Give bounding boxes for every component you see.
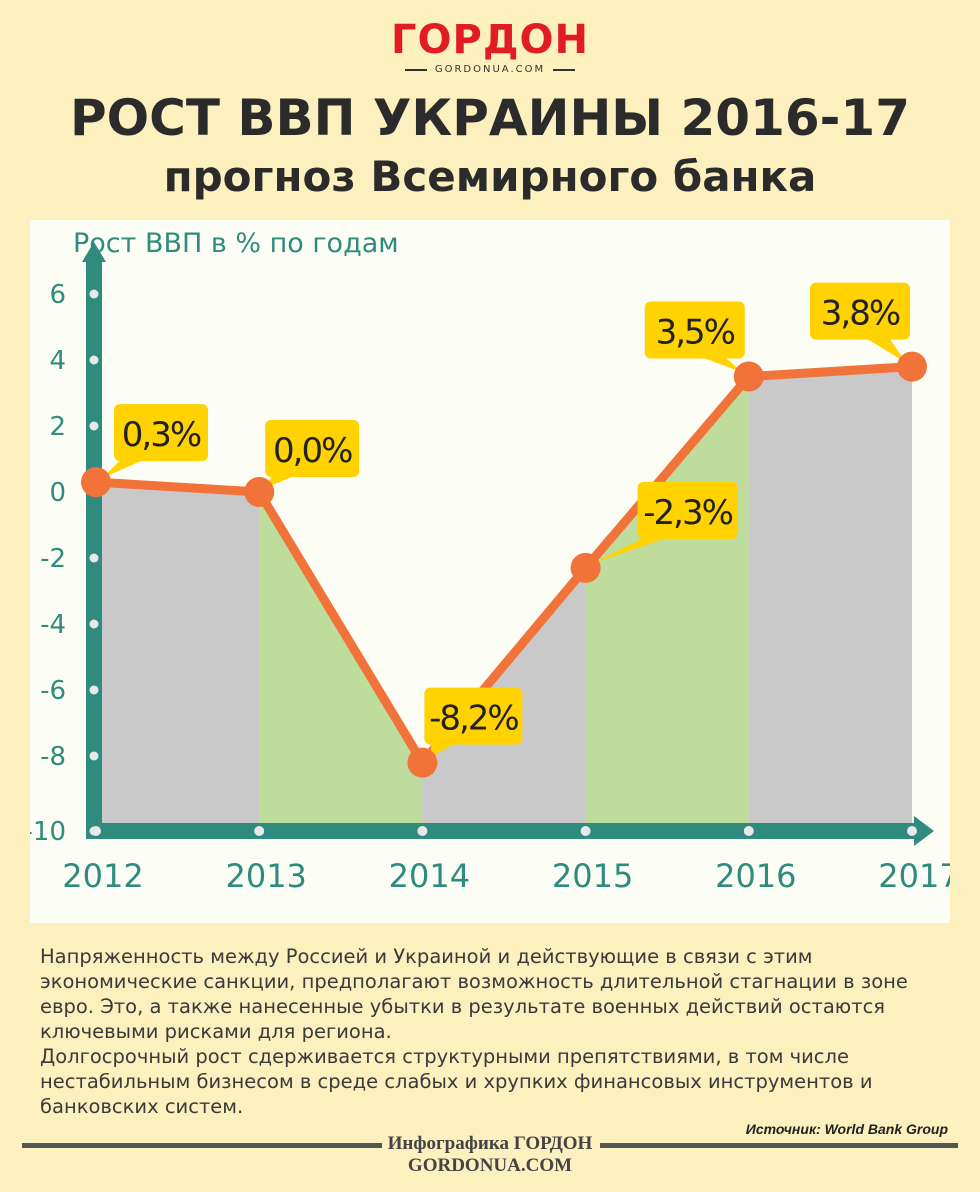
x-axis: [86, 823, 916, 839]
x-tick-label: 2014: [389, 857, 470, 895]
description: Напряженность между Россией и Украиной и…: [40, 944, 950, 1119]
data-label: -2,3%: [643, 493, 732, 533]
data-label: 0,3%: [122, 415, 201, 455]
area-segment: [585, 376, 749, 823]
y-tick-dot: [89, 289, 99, 299]
logo-dash-right: [553, 68, 576, 71]
y-tick-dot: [89, 355, 99, 365]
series-line: [91, 362, 917, 768]
logo-site-text: GORDONUA.COM: [434, 64, 546, 75]
y-axis-label: Рост ВВП в % по годам: [73, 228, 399, 259]
data-point: [897, 351, 927, 382]
area-segment: [748, 366, 912, 823]
x-tick-dot: [580, 826, 591, 836]
x-tick-dot: [91, 826, 101, 836]
description-paragraph-1: Напряженность между Россией и Украиной и…: [40, 945, 908, 1043]
data-label: 0,0%: [273, 431, 352, 471]
x-tick-label: 2016: [715, 857, 796, 895]
logo-name: ГОРДОН: [391, 17, 589, 63]
y-tick-label: 2: [49, 412, 66, 442]
page-title: РОСТ ВВП УКРАИНЫ 2016-17: [70, 89, 910, 147]
data-point: [244, 477, 275, 507]
data-label-box: [424, 687, 523, 745]
x-tick-label: 2012: [62, 857, 143, 895]
y-tick-label: -8: [40, 742, 66, 772]
area-segment: [259, 492, 423, 823]
logo-site: GORDONUA.COM: [0, 64, 980, 75]
chart: 6 4 2 0 -2 -4 -6 -8 -10 2012 2013 2014 2015 2016 2017 0…: [30, 242, 950, 895]
page-subtitle: прогноз Всемирного банка: [163, 152, 817, 201]
data-label-pointer: [699, 356, 743, 373]
data-point: [407, 747, 438, 778]
data-label-box: [644, 301, 745, 359]
x-axis-arrow: [914, 816, 934, 846]
footer-rule-left: [22, 1143, 382, 1148]
chart-card: 6 4 2 0 -2 -4 -6 -8 -10 2012 2013 2014 2015 2016 2017 0…: [30, 220, 950, 923]
data-point: [81, 467, 111, 498]
y-tick-dot: [89, 619, 99, 629]
x-tick-dot: [743, 826, 754, 836]
data-point: [570, 552, 601, 583]
data-label-box: [810, 282, 910, 340]
data-label: -8,2%: [429, 699, 518, 739]
footer: Инфографика ГОРДОН GORDONUA.COM: [0, 1133, 980, 1177]
y-tick-label: -10: [30, 817, 66, 847]
x-tick-label: 2013: [225, 857, 306, 895]
y-tick-label: 0: [49, 478, 66, 508]
data-label: 3,8%: [821, 294, 900, 334]
y-tick-dot: [89, 421, 99, 431]
x-tick-dot: [417, 826, 428, 836]
y-tick-label: -4: [40, 610, 66, 640]
footer-line-2: GORDONUA.COM: [407, 1155, 573, 1176]
x-tick-dot: [907, 826, 917, 836]
data-label-box: [114, 404, 208, 462]
y-tick-dot: [89, 685, 99, 695]
y-tick-label: -6: [40, 676, 66, 706]
x-tick-label: 2017: [878, 857, 950, 895]
footer-line-1: Инфографика ГОРДОН: [387, 1133, 593, 1154]
y-axis: [86, 260, 102, 832]
data-label-pointer: [102, 459, 146, 479]
footer-rule-right: [600, 1143, 958, 1148]
y-tick-label: 6: [49, 280, 66, 310]
area-segment: [96, 482, 260, 823]
y-tick-dot: [89, 553, 99, 563]
y-axis-arrow: [82, 242, 106, 262]
logo: ГОРДОН GORDONUA.COM: [0, 18, 980, 75]
y-tick-dot: [89, 751, 99, 761]
data-point: [733, 361, 764, 392]
y-tick-label: -2: [40, 544, 66, 574]
data-label: 3,5%: [656, 313, 735, 353]
data-label-pointer: [428, 742, 457, 759]
description-paragraph-2: Долгосрочный рост сдерживается структурн…: [40, 1045, 873, 1118]
data-label-box: [265, 420, 360, 477]
data-label-pointer: [265, 475, 297, 488]
y-tick-label: 4: [49, 346, 66, 376]
x-tick-label: 2015: [552, 857, 633, 895]
source-note: Источник: World Bank Group: [745, 1121, 948, 1137]
x-tick-dot: [254, 826, 265, 836]
data-label-box: [637, 481, 738, 539]
logo-dash-left: [404, 68, 427, 71]
